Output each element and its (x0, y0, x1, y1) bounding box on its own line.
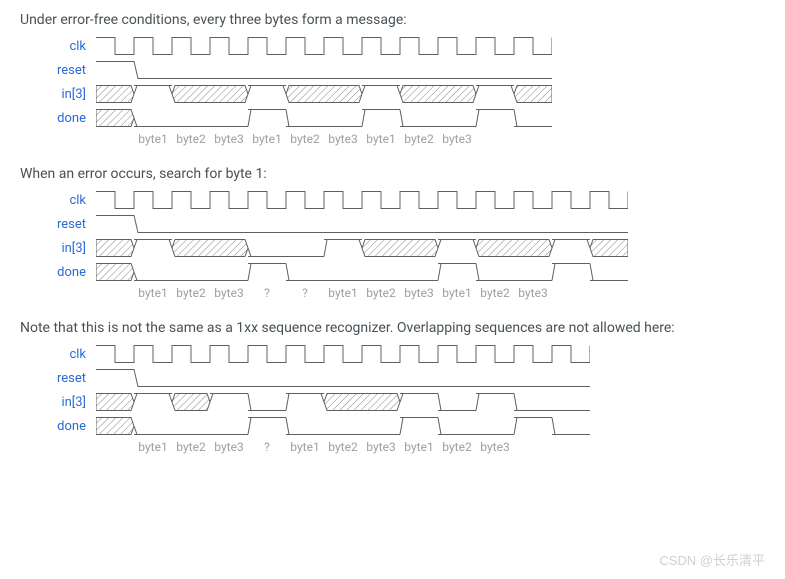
signal-row: in[3] (20, 84, 765, 104)
section-caption: When an error occurs, search for byte 1: (20, 166, 765, 182)
cycle-label: byte3 (476, 440, 514, 454)
signal-wave (96, 368, 590, 388)
signal-row: clk (20, 344, 765, 364)
timing-section: Note that this is not the same as a 1xx … (20, 320, 765, 454)
signal-label: clk (20, 193, 96, 208)
signal-label: in[3] (20, 241, 96, 256)
section-caption: Note that this is not the same as a 1xx … (20, 320, 765, 336)
timing-diagram: clkresetin[3]donebyte1byte2byte3?byte1by… (20, 344, 765, 454)
cycle-label: byte1 (324, 286, 362, 300)
cycle-labels: byte1byte2byte3??byte1byte2byte3byte1byt… (96, 286, 765, 300)
cycle-label: byte2 (400, 132, 438, 146)
signal-wave (96, 416, 590, 436)
cycle-label: byte1 (134, 440, 172, 454)
timing-diagram: clkresetin[3]donebyte1byte2byte3byte1byt… (20, 36, 765, 146)
timing-section: Under error-free conditions, every three… (20, 12, 765, 146)
signal-wave (96, 214, 628, 234)
cycle-label (476, 132, 514, 146)
signal-label: done (20, 265, 96, 280)
watermark: CSDN @长乐清平 (659, 550, 765, 569)
cycle-label: byte1 (248, 132, 286, 146)
cycle-label (514, 132, 552, 146)
signal-row: clk (20, 36, 765, 56)
signal-row: reset (20, 368, 765, 388)
timing-section: When an error occurs, search for byte 1:… (20, 166, 765, 300)
cycle-label: byte2 (324, 440, 362, 454)
cycle-label: byte2 (286, 132, 324, 146)
cycle-label: byte2 (476, 286, 514, 300)
cycle-label: byte1 (362, 132, 400, 146)
signal-label: clk (20, 347, 96, 362)
signal-row: clk (20, 190, 765, 210)
cycle-label (552, 440, 590, 454)
cycle-label: byte3 (324, 132, 362, 146)
cycle-label (96, 286, 134, 300)
cycle-label: byte3 (210, 132, 248, 146)
section-caption: Under error-free conditions, every three… (20, 12, 765, 28)
signal-wave (96, 238, 628, 258)
signal-label: reset (20, 217, 96, 232)
signal-wave (96, 262, 628, 282)
signal-label: reset (20, 63, 96, 78)
cycle-label: byte1 (400, 440, 438, 454)
cycle-label: byte3 (400, 286, 438, 300)
cycle-label: byte1 (134, 132, 172, 146)
signal-row: done (20, 262, 765, 282)
cycle-label: byte1 (286, 440, 324, 454)
cycle-label: byte3 (210, 286, 248, 300)
cycle-label (96, 132, 134, 146)
signal-label: in[3] (20, 87, 96, 102)
cycle-label: byte3 (210, 440, 248, 454)
cycle-labels: byte1byte2byte3?byte1byte2byte3byte1byte… (96, 440, 765, 454)
cycle-label (514, 440, 552, 454)
signal-label: done (20, 419, 96, 434)
cycle-label: byte3 (362, 440, 400, 454)
cycle-label: ? (248, 440, 286, 454)
cycle-label: byte2 (172, 132, 210, 146)
signal-label: reset (20, 371, 96, 386)
signal-label: done (20, 111, 96, 126)
cycle-label: byte3 (514, 286, 552, 300)
signal-row: done (20, 416, 765, 436)
signal-row: reset (20, 60, 765, 80)
cycle-labels: byte1byte2byte3byte1byte2byte3byte1byte2… (96, 132, 765, 146)
signal-wave (96, 344, 590, 364)
cycle-label (96, 440, 134, 454)
cycle-label (590, 286, 628, 300)
signal-wave (96, 108, 552, 128)
signal-wave (96, 392, 590, 412)
cycle-label: ? (286, 286, 324, 300)
signal-wave (96, 190, 628, 210)
cycle-label: byte1 (134, 286, 172, 300)
signal-row: in[3] (20, 392, 765, 412)
cycle-label: byte1 (438, 286, 476, 300)
cycle-label: byte2 (172, 286, 210, 300)
cycle-label (552, 286, 590, 300)
cycle-label: byte2 (172, 440, 210, 454)
signal-label: clk (20, 39, 96, 54)
cycle-label: byte2 (362, 286, 400, 300)
cycle-label: byte2 (438, 440, 476, 454)
signal-row: done (20, 108, 765, 128)
signal-row: reset (20, 214, 765, 234)
signal-label: in[3] (20, 395, 96, 410)
signal-wave (96, 84, 552, 104)
cycle-label: ? (248, 286, 286, 300)
signal-wave (96, 36, 552, 56)
signal-row: in[3] (20, 238, 765, 258)
cycle-label: byte3 (438, 132, 476, 146)
signal-wave (96, 60, 552, 80)
timing-diagram: clkresetin[3]donebyte1byte2byte3??byte1b… (20, 190, 765, 300)
